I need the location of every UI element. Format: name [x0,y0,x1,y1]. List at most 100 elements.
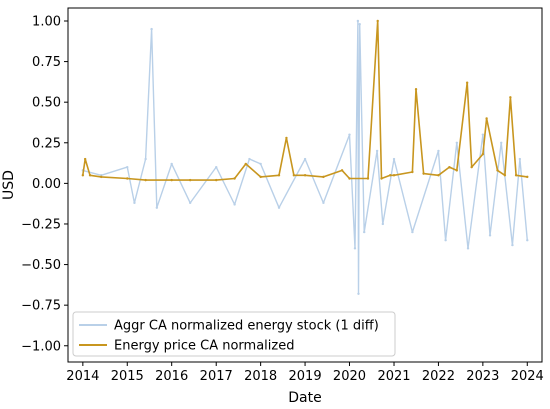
data-point-price [244,162,247,166]
data-point-price [215,178,218,182]
series-layer [81,19,529,295]
data-point-price [411,170,414,174]
data-point-price [422,172,425,175]
data-point-price [509,96,512,99]
legend-box [72,311,396,357]
data-point-price [526,175,529,179]
data-point-stock [481,133,485,136]
data-point-price [470,165,473,169]
data-point-price [348,177,351,180]
data-point-price [100,175,103,179]
data-point-price [380,177,383,180]
data-point-stock [303,157,307,161]
data-point-price [170,178,173,182]
data-point-stock [518,157,522,161]
x-axis-label: Date [288,390,321,406]
data-point-stock [170,162,173,166]
data-point-price [322,175,325,179]
data-point-stock [155,206,159,209]
x-tick-label: 2024 [511,369,544,384]
data-point-price [465,81,469,84]
data-point-price [303,174,307,177]
data-point-stock [348,133,351,136]
data-point-price [233,177,236,180]
series-line-stock [82,20,528,295]
data-point-stock [500,141,503,144]
data-point-stock [259,162,262,166]
data-point-stock [126,165,129,169]
data-point-price [376,19,379,23]
data-point-stock [511,243,514,247]
data-point-stock [188,201,192,205]
data-point-stock [437,149,440,153]
data-point-stock [277,206,281,209]
data-point-price [481,152,485,156]
y-axis: 1.00 0.75 0.50 0.25 0.00 −0.25 −0.50 −0.75 −1.00 [21,14,68,354]
data-point-stock [411,230,414,234]
y-tick-label: 0.75 [32,55,61,70]
data-point-price [496,169,499,172]
data-point-price [485,117,488,120]
data-point-price [277,174,281,177]
data-point-stock [233,203,236,206]
x-tick-label: 2015 [111,369,144,384]
y-tick-label: −0.50 [21,258,61,273]
y-tick-label: −1.00 [21,339,61,354]
data-point-stock [526,239,529,242]
data-point-price [455,169,459,172]
data-point-stock [144,157,147,161]
data-point-stock [353,247,357,250]
data-point-price [88,174,92,177]
data-point-stock [322,201,325,205]
y-tick-label: −0.25 [21,217,61,232]
x-tick-label: 2022 [422,369,455,384]
legend-label-stock: Aggr CA normalized energy stock (1 diff) [114,319,379,334]
x-tick-label: 2020 [333,369,366,384]
data-point-price [366,177,370,180]
x-tick-label: 2017 [200,369,233,384]
data-point-price [392,174,396,177]
data-point-price [259,175,262,179]
data-point-price [389,174,392,177]
legend: Aggr CA normalized energy stock (1 diff)… [72,311,396,357]
data-point-price [285,136,288,140]
data-point-price [437,174,440,177]
data-point-stock [455,141,459,144]
data-point-price [414,87,418,91]
data-point-price [126,177,129,180]
data-point-price [514,174,518,177]
data-point-price [503,174,507,177]
x-tick-label: 2014 [66,369,99,384]
data-point-stock [133,201,136,205]
x-tick-label: 2019 [289,369,322,384]
x-axis: 2014 2015 2016 2017 2018 2019 2020 2021 2022 2023… [66,362,544,384]
data-point-stock [215,165,218,169]
y-tick-label: 0.00 [32,177,61,192]
data-point-price [81,174,85,177]
data-point-price [83,157,87,161]
data-point-price [188,178,192,182]
x-tick-label: 2021 [377,369,410,384]
series-line-price [82,20,528,181]
data-point-stock [392,157,396,161]
x-tick-label: 2023 [466,369,499,384]
y-tick-label: 1.00 [32,14,61,29]
data-point-price [144,178,147,182]
data-point-price [292,174,296,177]
legend-label-price: Energy price CA normalized [114,339,294,354]
x-tick-label: 2018 [244,369,277,384]
data-point-stock [356,19,360,23]
y-tick-label: −0.75 [21,299,61,314]
data-point-stock [488,234,492,237]
data-point-price [448,165,451,169]
data-point-stock [444,239,447,242]
data-point-stock [357,292,360,295]
data-point-stock [358,23,361,26]
x-tick-label: 2016 [155,369,188,384]
y-axis-label: USD [1,170,17,200]
data-point-stock [150,27,153,31]
data-point-price [340,169,344,172]
data-point-stock [375,149,379,153]
